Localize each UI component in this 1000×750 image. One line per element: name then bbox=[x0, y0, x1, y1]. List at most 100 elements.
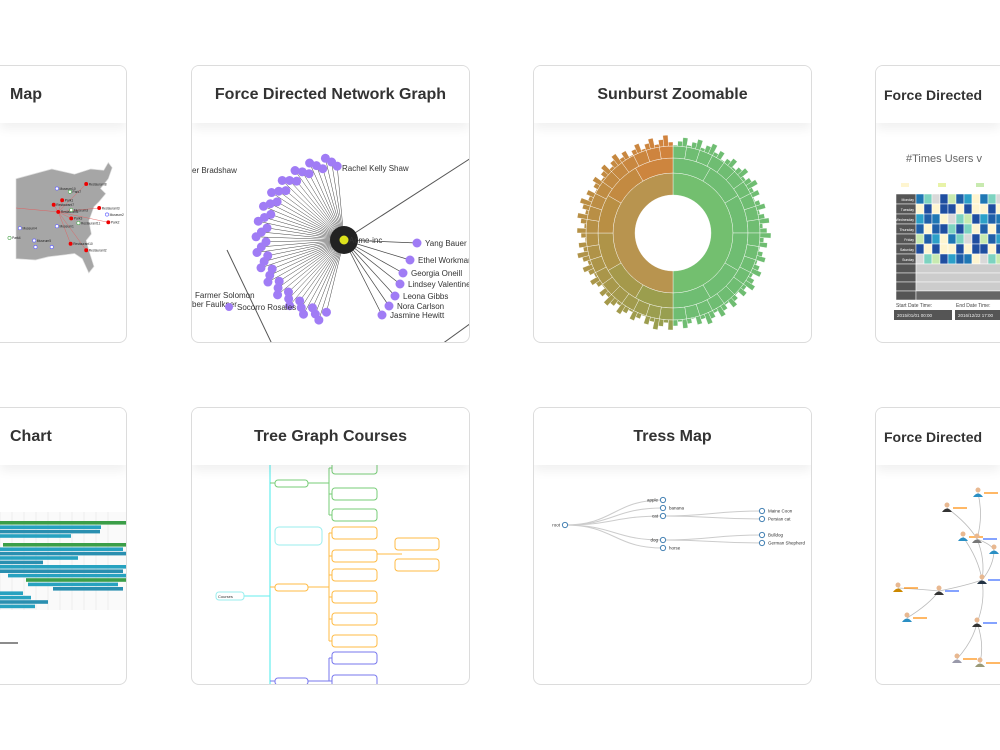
node-label: er Bradshaw bbox=[192, 166, 237, 175]
tree-node bbox=[758, 515, 766, 523]
node bbox=[263, 277, 273, 287]
map-marker bbox=[106, 220, 111, 225]
tree-svg: Courses bbox=[215, 465, 440, 684]
heatmap-cell bbox=[923, 253, 933, 265]
node bbox=[314, 315, 324, 325]
card-tree-graph-courses[interactable]: Tree Graph Courses Courses bbox=[191, 407, 470, 685]
tree-node-label: banana bbox=[669, 506, 685, 511]
node bbox=[321, 307, 331, 317]
heatmap-cell bbox=[947, 213, 957, 225]
node bbox=[272, 197, 282, 207]
person-label bbox=[984, 492, 998, 494]
map-marker-label: Museum1 bbox=[60, 225, 74, 229]
course-node bbox=[274, 479, 309, 488]
map-marker-label: Restaurant3 bbox=[102, 206, 120, 210]
node-label: Leona Gibbs bbox=[403, 292, 448, 301]
node bbox=[299, 309, 309, 319]
card-title-text: Chart bbox=[10, 427, 52, 445]
card-force-directed-people[interactable]: Force Directed bbox=[875, 407, 1000, 685]
link bbox=[256, 239, 345, 253]
people-thumbnail bbox=[876, 465, 1000, 684]
person-icon bbox=[958, 537, 968, 541]
course-node bbox=[274, 526, 323, 546]
tree-link bbox=[662, 515, 763, 520]
card-title: Map bbox=[0, 66, 126, 123]
link bbox=[906, 590, 940, 619]
tree-node bbox=[659, 544, 667, 552]
map-marker bbox=[84, 248, 89, 253]
map-marker bbox=[55, 224, 59, 229]
link bbox=[976, 622, 983, 664]
legend-swatch bbox=[938, 183, 946, 187]
heatmap-cell bbox=[915, 253, 925, 265]
heatmap-cell bbox=[987, 223, 997, 235]
heatmap-cell bbox=[971, 213, 981, 225]
start-label: Start Date Time: bbox=[896, 303, 932, 309]
card-title-text: Force Directed bbox=[884, 86, 983, 103]
person-label bbox=[904, 587, 918, 589]
map-marker-label: Museum4 bbox=[23, 226, 37, 230]
card-chart[interactable]: Chart bbox=[0, 407, 127, 685]
card-force-network[interactable]: Force Directed Network Graph Yang Bauer E… bbox=[191, 65, 470, 343]
card-title-text: Map bbox=[10, 85, 42, 103]
tree-node bbox=[659, 496, 667, 504]
card-map[interactable]: Map Restaurant8 Museum10 Park7 Park1 Restaur… bbox=[0, 65, 127, 343]
route-line bbox=[15, 207, 59, 213]
map-marker bbox=[33, 245, 38, 249]
card-title: Force Directed bbox=[876, 66, 1000, 123]
node bbox=[305, 158, 315, 168]
chart-title: #Times Users v bbox=[906, 153, 982, 165]
course-node bbox=[331, 590, 378, 604]
node bbox=[267, 188, 277, 198]
heatmap-cell bbox=[963, 243, 973, 255]
map-marker-label: Park4 bbox=[12, 236, 21, 240]
heatmap-cell bbox=[995, 243, 1000, 255]
card-title: Tree Graph Courses bbox=[192, 408, 469, 465]
heatmap-cell bbox=[979, 233, 989, 245]
tree-thumbnail: Courses bbox=[192, 465, 469, 684]
sunburst-ring4 bbox=[759, 232, 772, 239]
shift-row bbox=[915, 290, 1000, 301]
heatmap-cell bbox=[939, 213, 949, 225]
course-node bbox=[331, 568, 378, 582]
person-icon bbox=[954, 653, 960, 659]
card-title: Sunburst Zoomable bbox=[534, 66, 811, 123]
person-label bbox=[986, 662, 1000, 664]
sunburst-ring4 bbox=[576, 227, 587, 234]
card-sunburst[interactable]: Sunburst Zoomable bbox=[533, 65, 812, 343]
gantt-bar bbox=[0, 595, 31, 600]
heatmap-cell bbox=[931, 193, 941, 205]
end-label: End Date Time: bbox=[956, 303, 990, 309]
heatmap-cell bbox=[939, 233, 949, 245]
route-line bbox=[58, 211, 87, 251]
link bbox=[260, 239, 345, 269]
tree-link bbox=[662, 539, 763, 544]
link bbox=[282, 180, 345, 241]
heatmap-cell bbox=[923, 213, 933, 225]
person-label bbox=[988, 579, 1000, 581]
heatmap-cell bbox=[979, 203, 989, 215]
map-marker bbox=[55, 186, 59, 191]
card-force-directed-heatmap[interactable]: Force Directed #Times Users v Monday Tuesd… bbox=[875, 65, 1000, 343]
card-title: Chart bbox=[0, 408, 126, 465]
map-marker-label: Park3 bbox=[74, 217, 83, 221]
person-icon bbox=[893, 588, 903, 592]
person-icon bbox=[944, 502, 950, 508]
heatmap-cell bbox=[947, 233, 957, 245]
sunburst-ring4 bbox=[582, 246, 589, 253]
sunburst-ring4 bbox=[677, 319, 683, 323]
legend-swatch bbox=[901, 183, 909, 187]
tree-node-label: dog bbox=[650, 538, 658, 543]
gantt-bar bbox=[0, 600, 48, 604]
person-icon bbox=[975, 663, 985, 667]
heatmap-cell bbox=[979, 193, 989, 205]
map-marker-label: Museum2 bbox=[110, 213, 124, 217]
sunburst-ring3 bbox=[659, 145, 674, 160]
tree-node-label: Bulldog bbox=[768, 533, 784, 538]
card-tress-map[interactable]: Tress Map root apple banana cat dog horse Main… bbox=[533, 407, 812, 685]
node bbox=[284, 294, 294, 304]
route-line bbox=[58, 211, 72, 219]
person-icon bbox=[991, 544, 997, 550]
sunburst-ring4 bbox=[580, 232, 587, 239]
person-icon bbox=[973, 493, 983, 497]
